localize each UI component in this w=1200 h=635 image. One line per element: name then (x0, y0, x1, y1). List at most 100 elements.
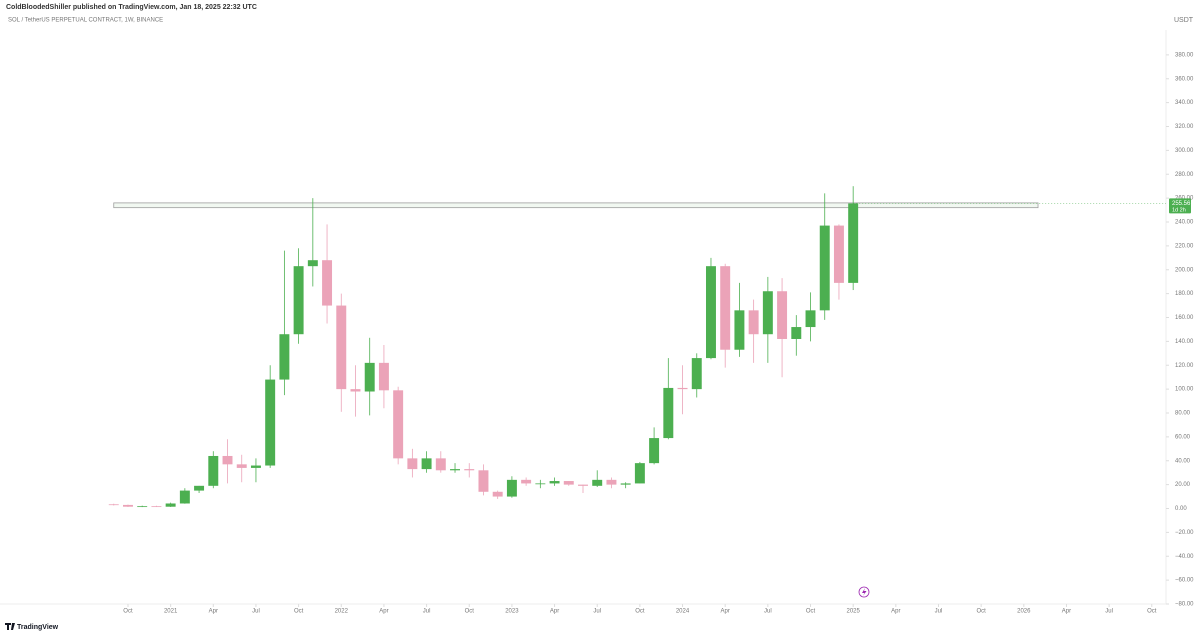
y-axis-label: USDT (1174, 17, 1194, 24)
x-tick-label: Apr (209, 609, 218, 615)
candle-body (592, 479, 603, 486)
x-tick-label: Apr (891, 609, 900, 615)
candle-body (634, 463, 645, 484)
x-tick-label: Apr (1062, 609, 1071, 615)
candle-body (578, 484, 588, 486)
x-tick-label: 2022 (335, 609, 349, 615)
candle-body (663, 387, 674, 439)
candle-body (791, 327, 802, 339)
x-tick-label: 2025 (846, 609, 860, 615)
candle-body (649, 438, 660, 464)
candle-body (293, 266, 304, 335)
candle-body (521, 479, 532, 484)
candle-body (407, 458, 418, 470)
candle-body (620, 483, 631, 485)
candle-body (492, 491, 503, 497)
x-tick-label: Jul (935, 609, 943, 615)
y-tick-label: −40.00 (1175, 554, 1194, 560)
y-tick-label: 20.00 (1175, 482, 1191, 488)
last-price-box (1169, 198, 1191, 214)
y-tick-label: 280.00 (1175, 172, 1194, 178)
y-tick-label: 220.00 (1175, 243, 1194, 249)
y-tick-label: 180.00 (1175, 291, 1194, 297)
candle-body (748, 310, 759, 335)
candle-body (478, 470, 489, 492)
y-tick-label: −80.00 (1175, 602, 1194, 608)
y-tick-label: 100.00 (1175, 387, 1194, 393)
candle-body (364, 362, 375, 392)
candle-body (208, 455, 219, 486)
candle-body (122, 504, 133, 507)
x-tick-label: Oct (976, 609, 986, 615)
candle-body (236, 464, 247, 468)
candle-body (819, 225, 830, 311)
x-tick-label: Apr (721, 609, 730, 615)
x-tick-label: Oct (123, 609, 133, 615)
candle-body (179, 490, 190, 504)
candle-body (734, 310, 745, 350)
y-tick-label: 120.00 (1175, 363, 1194, 369)
candle-body (378, 362, 389, 391)
candle-body (450, 469, 461, 471)
candle-body (506, 479, 517, 497)
y-tick-label: 300.00 (1175, 148, 1194, 154)
y-tick-label: 40.00 (1175, 458, 1191, 464)
candle-body (606, 479, 617, 485)
candle-body (563, 481, 574, 485)
candle-body (705, 266, 716, 359)
y-tick-label: −60.00 (1175, 578, 1194, 584)
candle-body (393, 390, 404, 459)
resistance-zone (113, 202, 1039, 209)
y-tick-label: −20.00 (1175, 530, 1194, 536)
candle-body (307, 260, 318, 267)
candle-body (549, 481, 560, 484)
candle-body (194, 485, 205, 491)
candle-body (677, 387, 688, 390)
candle-body (137, 506, 148, 508)
candle-body (265, 379, 276, 466)
candle-body (250, 465, 261, 468)
chart-subtitle: SOL / TetherUS PERPETUAL CONTRACT, 1W, B… (8, 18, 163, 24)
candle-body (833, 225, 844, 283)
y-tick-label: 80.00 (1175, 411, 1191, 417)
candle-body (848, 203, 859, 283)
x-tick-label: Apr (550, 609, 559, 615)
footer-text: TradingView (17, 624, 59, 631)
candle-body (421, 458, 432, 470)
y-tick-label: 380.00 (1175, 52, 1194, 58)
x-tick-label: Oct (465, 609, 475, 615)
x-tick-label: Jul (593, 609, 601, 615)
candle-body (336, 305, 347, 390)
y-tick-label: 160.00 (1175, 315, 1194, 321)
x-tick-label: Jul (252, 609, 260, 615)
bolt-icon (858, 586, 870, 598)
candle-body (435, 458, 446, 471)
y-tick-label: 0.00 (1175, 506, 1187, 512)
y-tick-label: 240.00 (1175, 220, 1194, 226)
y-tick-label: 360.00 (1175, 76, 1194, 82)
y-tick-label: 140.00 (1175, 339, 1194, 345)
x-tick-label: Apr (379, 609, 388, 615)
candle-body (222, 455, 233, 465)
candle-body (108, 504, 119, 506)
x-tick-label: Jul (764, 609, 772, 615)
x-tick-label: Oct (294, 609, 304, 615)
candle-body (322, 260, 333, 306)
candle-body (535, 483, 546, 485)
x-tick-label: 2021 (164, 609, 178, 615)
candle-body (762, 291, 773, 335)
x-tick-label: Jul (1105, 609, 1113, 615)
last-price-label: 255.56 (1172, 201, 1191, 207)
y-tick-label: 60.00 (1175, 434, 1191, 440)
countdown-label: 1d 2h (1172, 207, 1186, 213)
x-tick-label: Jul (423, 609, 431, 615)
x-tick-label: Oct (635, 609, 645, 615)
candle-body (464, 469, 475, 471)
candle-body (279, 334, 290, 380)
candle-body (350, 389, 361, 392)
candle-body (777, 291, 788, 339)
x-tick-label: 2023 (505, 609, 519, 615)
candle-body (165, 503, 176, 507)
